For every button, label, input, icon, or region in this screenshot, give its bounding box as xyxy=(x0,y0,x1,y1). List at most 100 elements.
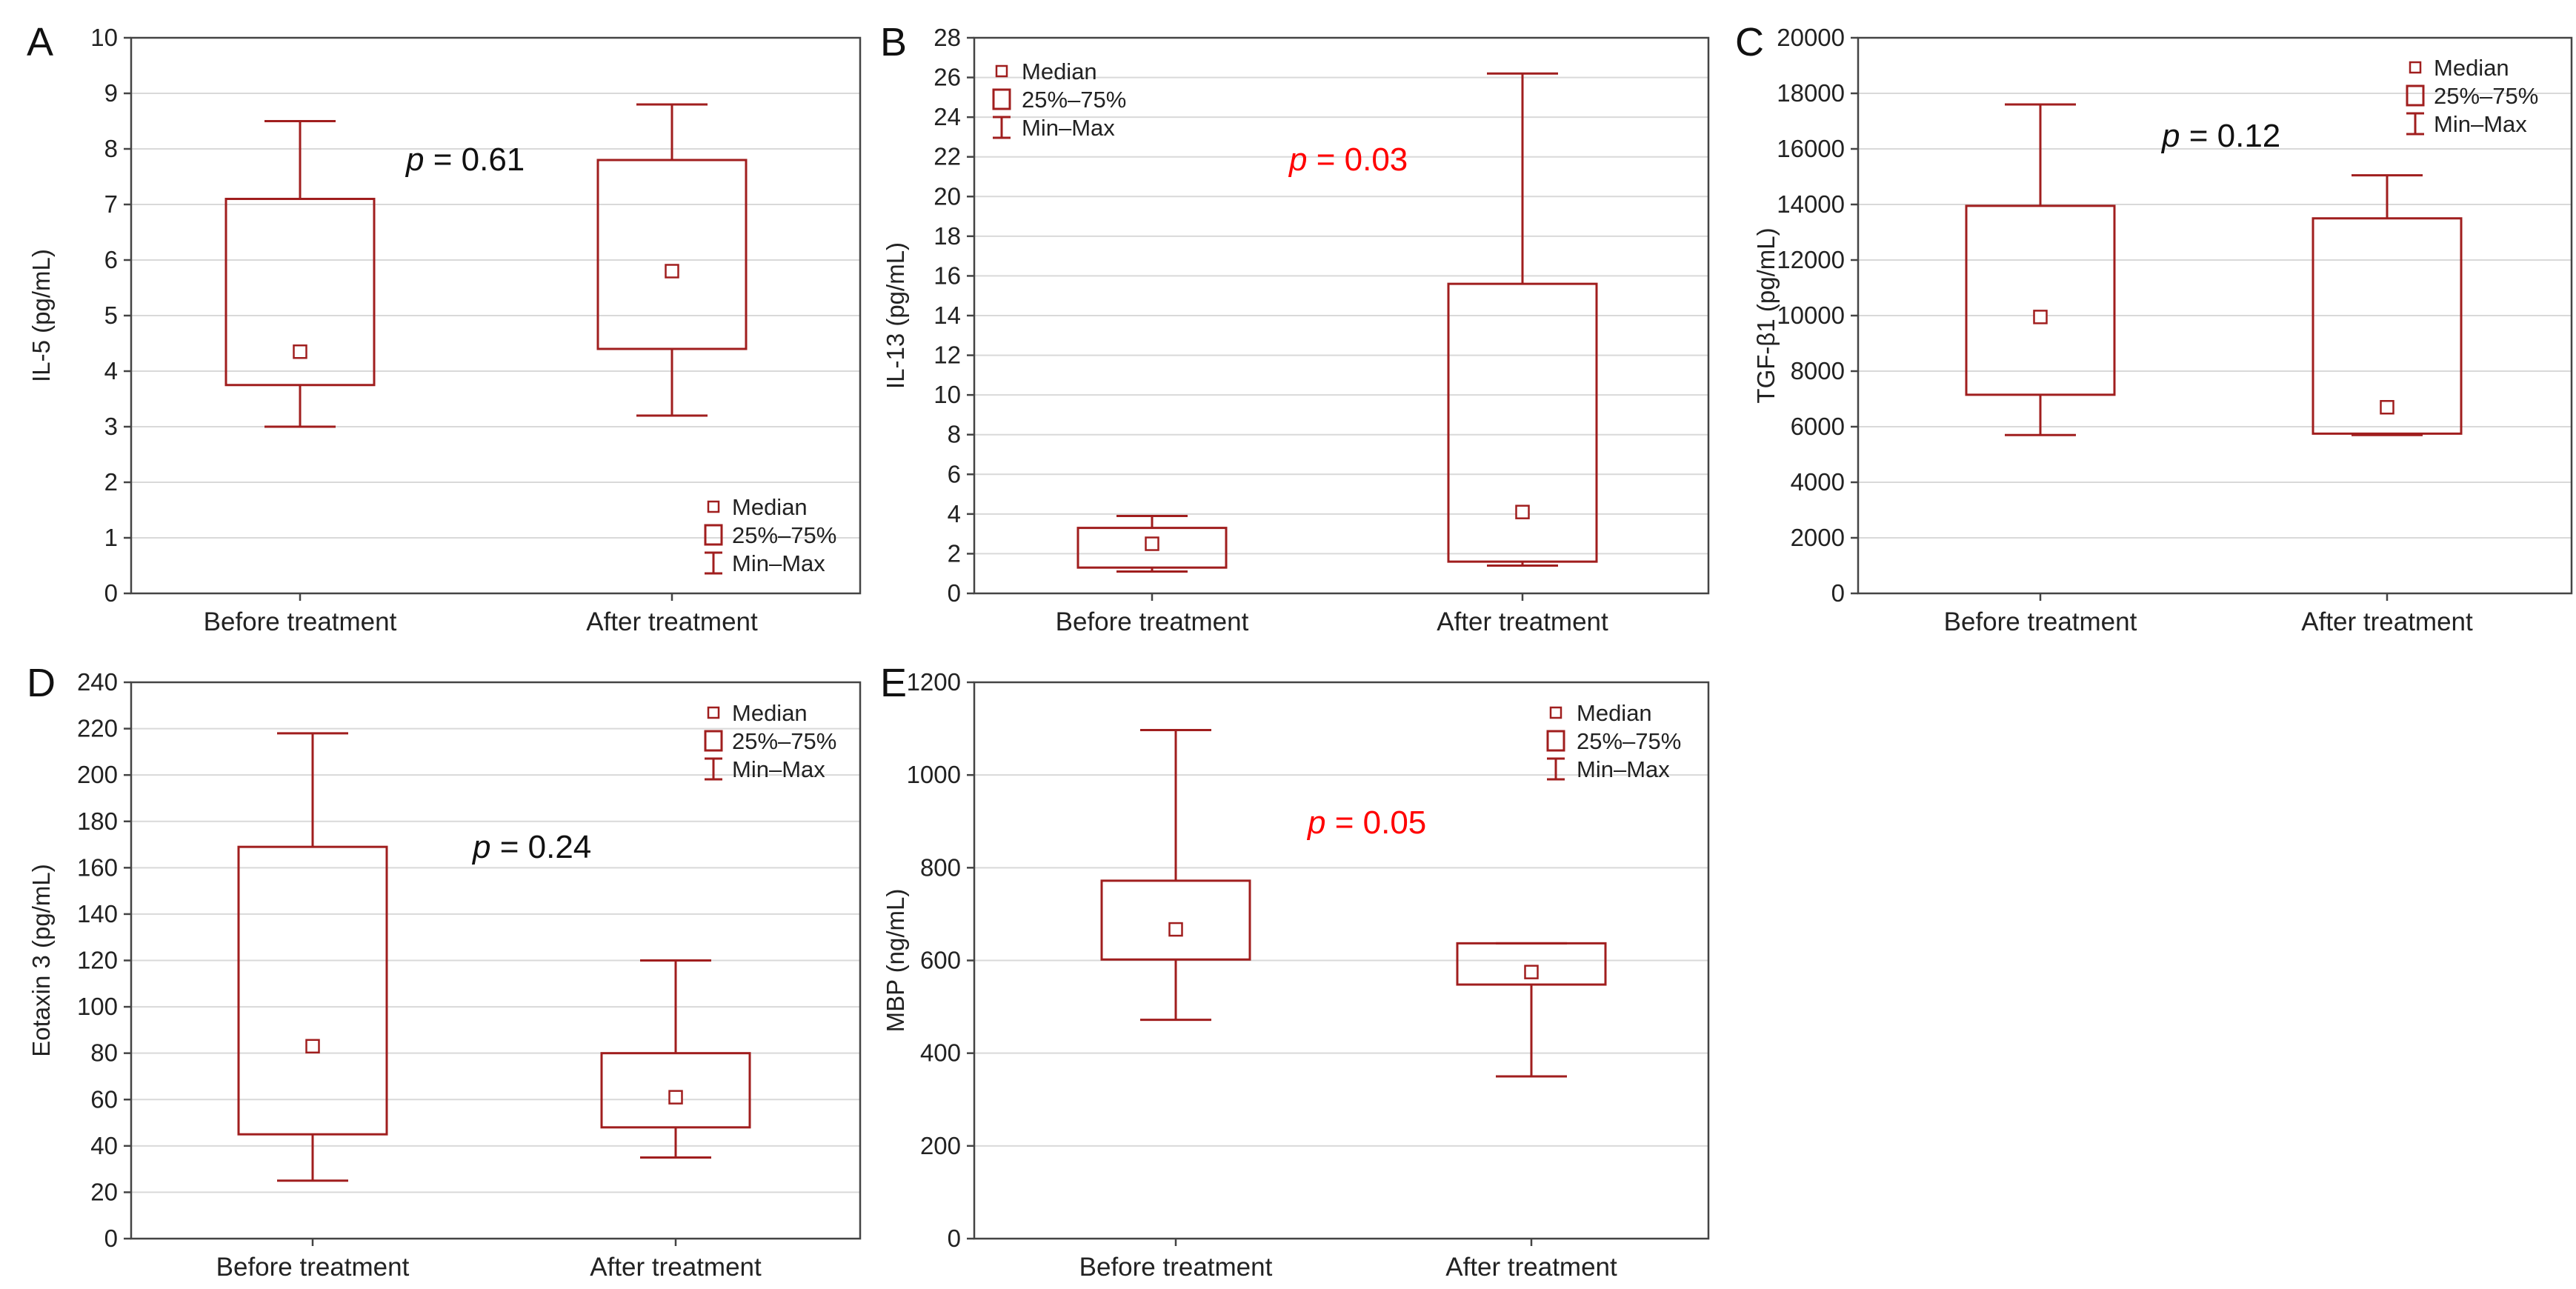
legend-box-label: 25%–75% xyxy=(2434,83,2538,109)
iqr-box xyxy=(600,1052,751,1129)
legend-box-label: 25%–75% xyxy=(1577,728,1681,754)
y-tick-label: 400 xyxy=(920,1039,961,1067)
y-tick-label: 7 xyxy=(104,190,118,218)
p-value-symbol: p xyxy=(2160,118,2180,154)
y-tick-label: 80 xyxy=(90,1039,118,1067)
legend-box-marker xyxy=(2406,84,2425,107)
median-marker xyxy=(2380,400,2394,415)
boxplot-before xyxy=(1100,728,1251,1022)
y-tick-label: 200 xyxy=(920,1132,961,1159)
median-marker xyxy=(1515,504,1530,519)
legend-box-marker xyxy=(1546,730,1565,752)
y-tick-label: 10000 xyxy=(1777,302,1845,329)
y-tick-label: 200 xyxy=(77,761,118,788)
category-label: After treatment xyxy=(1437,607,1608,636)
category-label: Before treatment xyxy=(216,1253,410,1282)
y-tick-label: 20 xyxy=(933,182,961,210)
boxplot-after xyxy=(2312,174,2463,436)
y-tick-label: 22 xyxy=(933,143,961,170)
legend-median-marker xyxy=(1549,706,1562,719)
y-tick-label: 14000 xyxy=(1777,190,1845,218)
legend-median-marker xyxy=(2409,61,2422,74)
boxplot-before xyxy=(1076,515,1228,573)
legend-median-label: Median xyxy=(2434,55,2509,81)
y-tick-label: 8000 xyxy=(1791,357,1845,384)
legend-whisker-label: Min–Max xyxy=(732,756,825,782)
p-value: p = 0.24 xyxy=(471,829,591,865)
legend-box-label: 25%–75% xyxy=(732,522,836,548)
category-label: After treatment xyxy=(590,1253,762,1282)
iqr-box xyxy=(1100,879,1251,961)
y-tick-label: 4 xyxy=(104,357,118,384)
y-tick-label: 4 xyxy=(948,500,961,527)
p-value-number: = 0.05 xyxy=(1325,805,1426,841)
iqr-box xyxy=(224,198,376,387)
median-marker xyxy=(305,1039,320,1054)
y-tick-label: 6 xyxy=(948,460,961,487)
median-marker xyxy=(293,344,307,359)
legend-box-marker xyxy=(704,730,723,752)
y-tick-label: 1000 xyxy=(907,761,961,788)
y-tick-label: 12000 xyxy=(1777,246,1845,273)
y-tick-label: 100 xyxy=(77,993,118,1020)
panel-letter: D xyxy=(27,661,56,705)
category-label: After treatment xyxy=(2301,607,2473,636)
p-value: p = 0.05 xyxy=(1306,805,1426,841)
y-tick-label: 160 xyxy=(77,853,118,881)
median-marker xyxy=(1524,965,1539,979)
y-axis-label: IL-13 (pg/mL) xyxy=(882,242,909,389)
y-tick-label: 2 xyxy=(104,468,118,496)
y-tick-label: 14 xyxy=(933,302,961,329)
y-tick-label: 10 xyxy=(933,381,961,408)
median-marker xyxy=(1145,536,1159,551)
y-tick-label: 0 xyxy=(104,579,118,607)
boxplot-after xyxy=(596,103,748,417)
y-tick-label: 1 xyxy=(104,524,118,551)
legend-box-marker xyxy=(992,88,1011,110)
iqr-box xyxy=(1076,527,1228,569)
y-tick-label: 20000 xyxy=(1777,24,1845,51)
panel-letter: C xyxy=(1735,20,1764,64)
y-tick-label: 240 xyxy=(77,668,118,696)
legend-median-marker xyxy=(707,500,720,513)
iqr-box xyxy=(237,845,388,1136)
y-tick-label: 4000 xyxy=(1791,468,1845,496)
legend-whisker-label: Min–Max xyxy=(1022,115,1115,141)
y-tick-label: 16 xyxy=(933,262,961,289)
legend-whisker-label: Min–Max xyxy=(1577,756,1670,782)
median-marker xyxy=(1168,922,1183,937)
p-value-symbol: p xyxy=(1288,141,1307,178)
y-tick-label: 8 xyxy=(948,421,961,448)
category-label: Before treatment xyxy=(1056,607,1249,636)
y-tick-label: 3 xyxy=(104,413,118,440)
median-marker xyxy=(2033,310,2048,324)
legend-box-marker xyxy=(704,524,723,546)
y-tick-label: 220 xyxy=(77,715,118,742)
y-axis-label: Eotaxin 3 (pg/mL) xyxy=(27,864,55,1056)
p-value-number: = 0.24 xyxy=(490,829,591,865)
y-tick-label: 2 xyxy=(948,539,961,567)
y-tick-label: 180 xyxy=(77,807,118,835)
p-value-number: = 0.61 xyxy=(424,141,525,178)
iqr-box xyxy=(1965,204,2116,396)
y-tick-label: 0 xyxy=(948,579,961,607)
legend-whisker-label: Min–Max xyxy=(732,550,825,576)
panel-c: 0 2000 4000 6000 8000 10000 12000 14000 16000 180… xyxy=(1735,20,2573,636)
boxplot-after xyxy=(1456,942,1607,1078)
legend-median-label: Median xyxy=(732,700,808,726)
p-value-symbol: p xyxy=(471,829,490,865)
p-value-number: = 0.12 xyxy=(2180,118,2280,154)
legend-box-label: 25%–75% xyxy=(732,728,836,754)
boxplot-before xyxy=(224,120,376,428)
y-tick-label: 6000 xyxy=(1791,413,1845,440)
y-tick-label: 60 xyxy=(90,1085,118,1113)
y-tick-label: 140 xyxy=(77,900,118,927)
panel-letter: B xyxy=(880,20,907,64)
category-label: Before treatment xyxy=(204,607,397,636)
